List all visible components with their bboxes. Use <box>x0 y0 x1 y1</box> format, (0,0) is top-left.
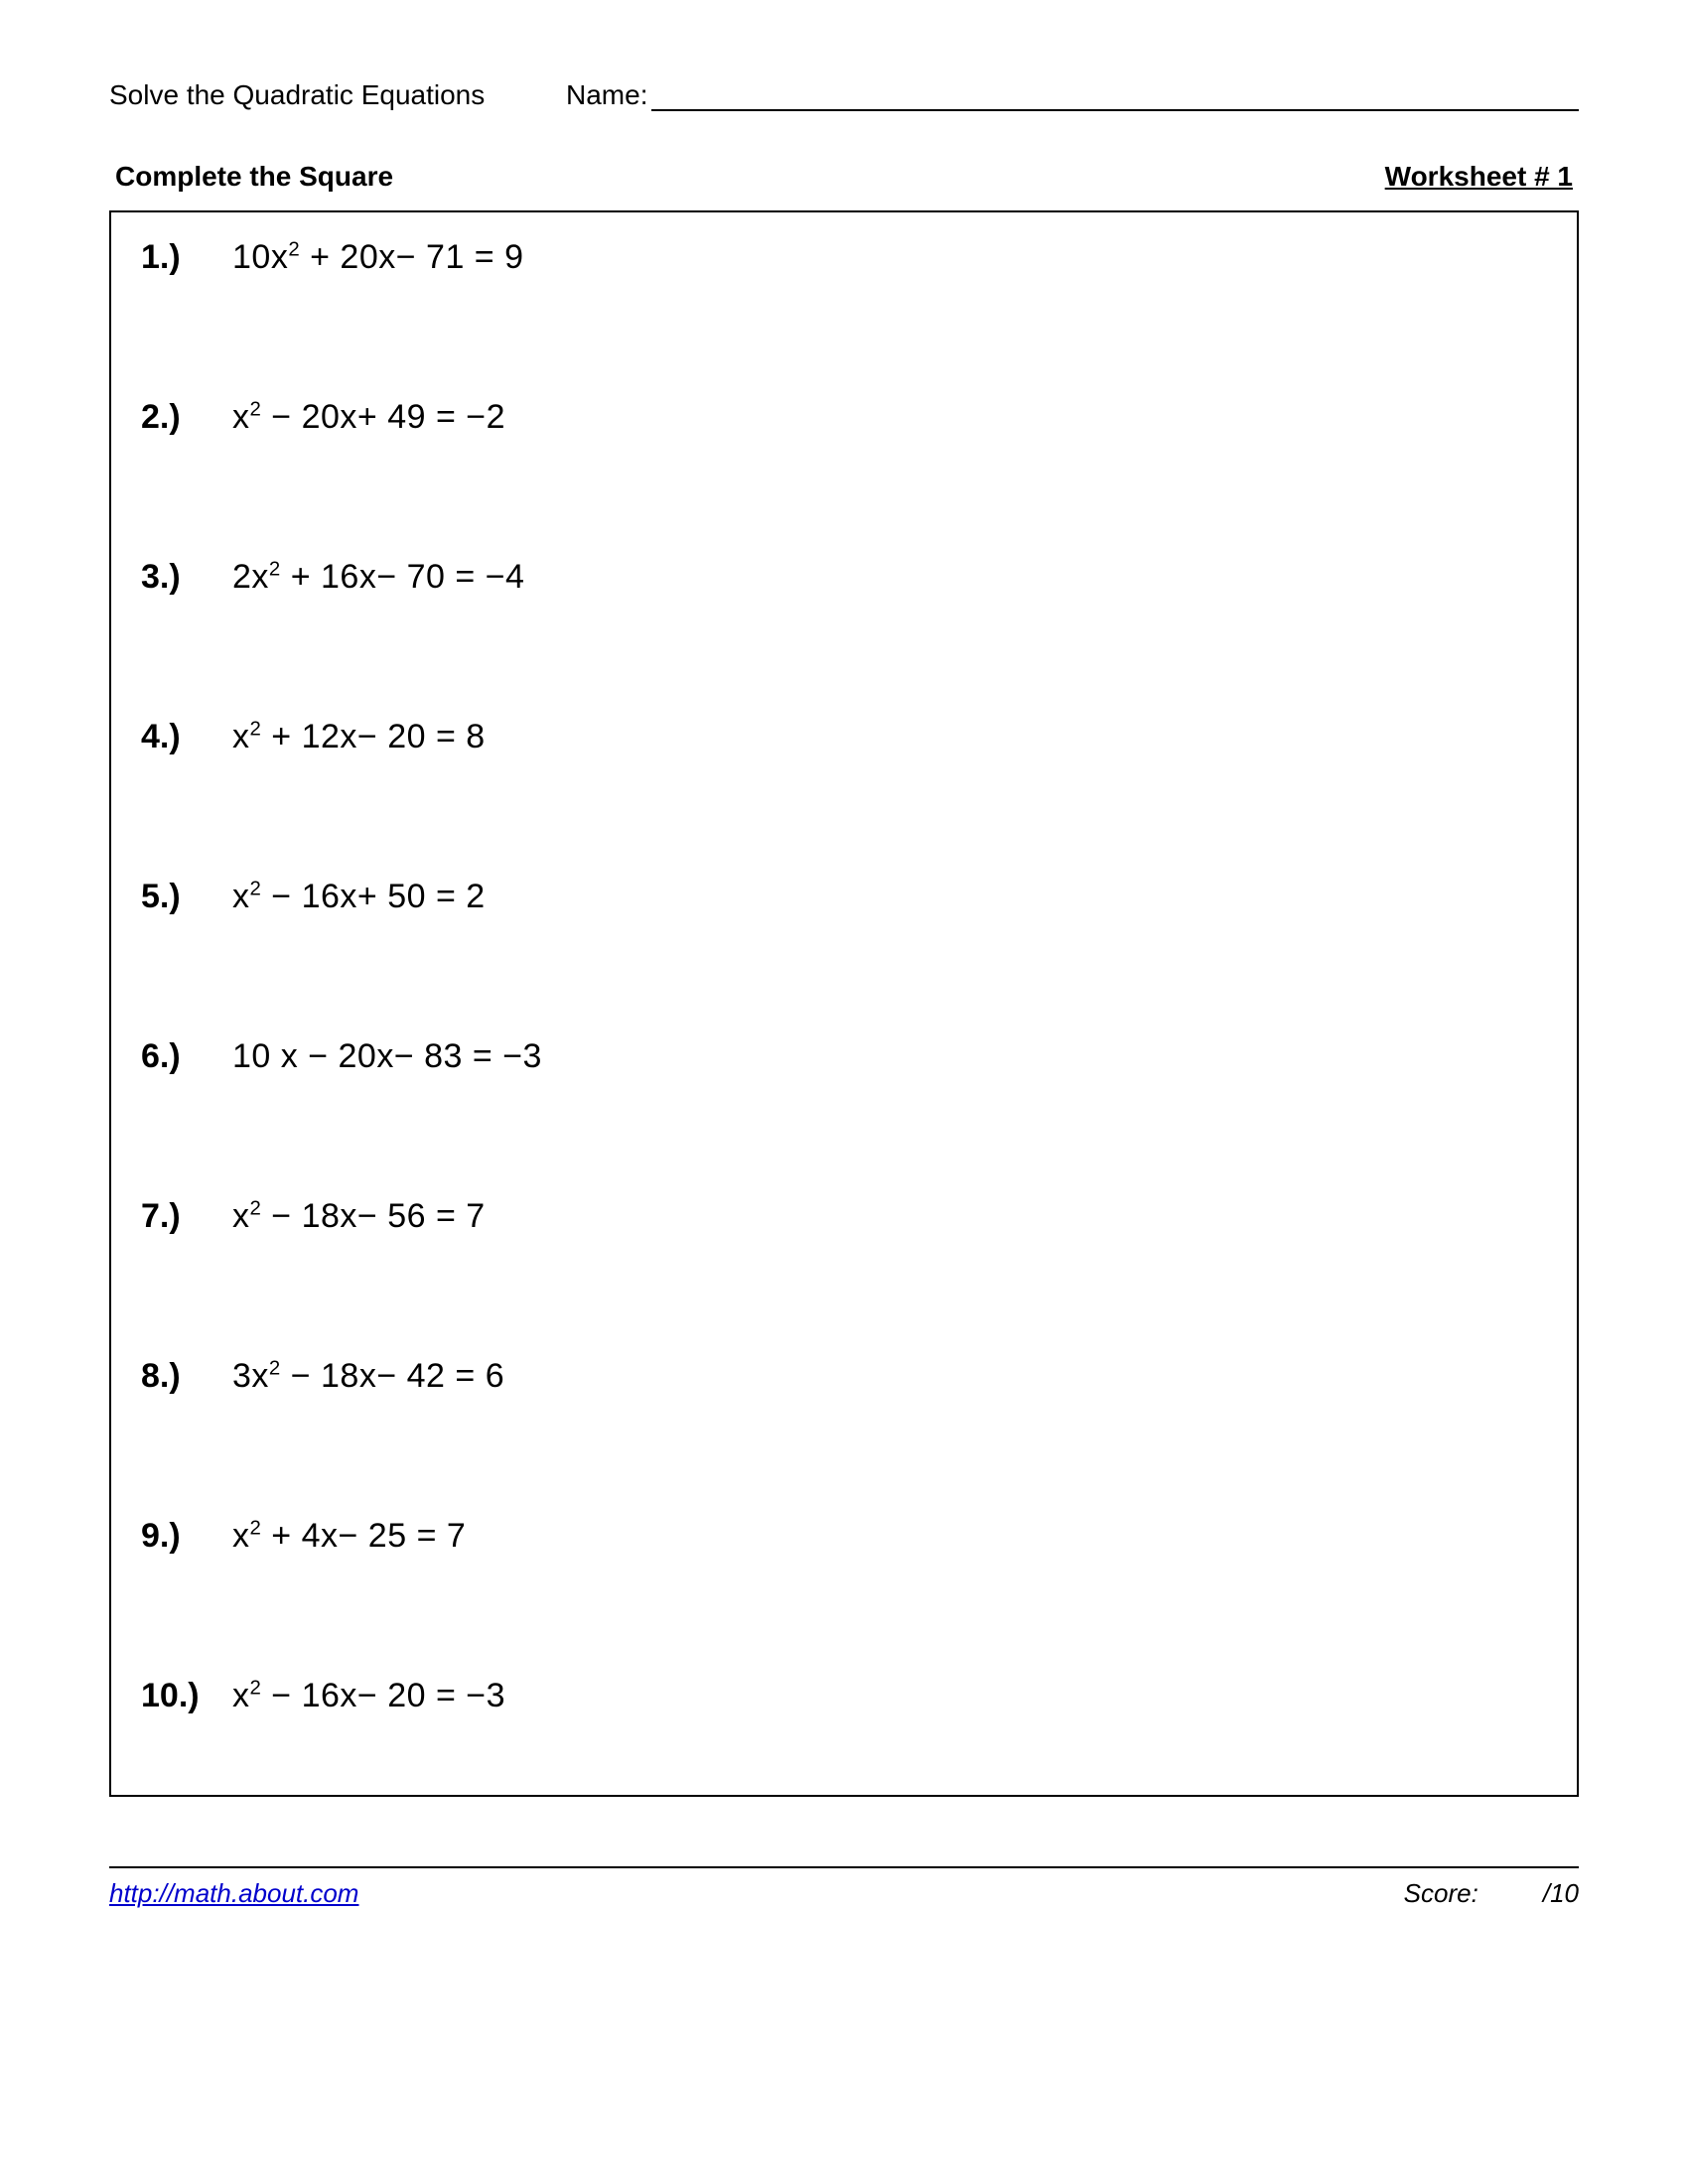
header-row: Solve the Quadratic Equations Name: <box>109 79 1579 111</box>
problem-number: 5.) <box>141 878 232 916</box>
problem-number: 2.) <box>141 398 232 437</box>
problem-box: 1.)10x2 + 20x− 71 = 9 2.)x2 − 20x+ 49 = −… <box>109 210 1579 1797</box>
problem-number: 1.) <box>141 238 232 277</box>
problem-row: 9.)x2 + 4x− 25 = 7 <box>141 1517 1547 1556</box>
problem-number: 3.) <box>141 558 232 597</box>
name-label: Name: <box>566 79 647 111</box>
source-url-link[interactable]: http://math.about.com <box>109 1878 358 1909</box>
problem-equation: x2 − 18x− 56 = 7 <box>232 1197 486 1236</box>
problem-equation: x2 + 4x− 25 = 7 <box>232 1517 466 1556</box>
name-blank-line[interactable] <box>651 83 1579 111</box>
problem-equation: 10x2 + 20x− 71 = 9 <box>232 238 524 277</box>
problem-row: 3.)2x2 + 16x− 70 = −4 <box>141 558 1547 597</box>
score-area: Score: /10 <box>1404 1878 1579 1909</box>
problem-number: 10.) <box>141 1677 232 1715</box>
problem-equation: 3x2 − 18x− 42 = 6 <box>232 1357 504 1396</box>
problem-row: 4.)x2 + 12x− 20 = 8 <box>141 718 1547 756</box>
page-title: Solve the Quadratic Equations <box>109 79 566 111</box>
problem-row: 8.)3x2 − 18x− 42 = 6 <box>141 1357 1547 1396</box>
problem-row: 7.)x2 − 18x− 56 = 7 <box>141 1197 1547 1236</box>
problem-number: 9.) <box>141 1517 232 1556</box>
problem-row: 6.)10 x − 20x− 83 = −3 <box>141 1037 1547 1076</box>
problem-equation: x2 − 16x− 20 = −3 <box>232 1677 505 1715</box>
problem-number: 8.) <box>141 1357 232 1396</box>
problem-equation: x2 − 16x+ 50 = 2 <box>232 878 486 916</box>
footer-row: http://math.about.com Score: /10 <box>109 1878 1579 1909</box>
footer-divider <box>109 1866 1579 1868</box>
score-total: /10 <box>1543 1878 1579 1908</box>
subheader-row: Complete the Square Worksheet # 1 <box>109 161 1579 193</box>
problem-equation: x2 + 12x− 20 = 8 <box>232 718 486 756</box>
problem-number: 4.) <box>141 718 232 756</box>
score-label: Score: <box>1404 1878 1478 1908</box>
problem-equation: 2x2 + 16x− 70 = −4 <box>232 558 524 597</box>
problem-equation: 10 x − 20x− 83 = −3 <box>232 1037 542 1076</box>
problem-row: 1.)10x2 + 20x− 71 = 9 <box>141 238 1547 277</box>
problem-equation: x2 − 20x+ 49 = −2 <box>232 398 505 437</box>
problem-number: 6.) <box>141 1037 232 1076</box>
worksheet-number: Worksheet # 1 <box>1385 161 1573 193</box>
problem-row: 10.)x2 − 16x− 20 = −3 <box>141 1677 1547 1715</box>
problem-number: 7.) <box>141 1197 232 1236</box>
problem-row: 2.)x2 − 20x+ 49 = −2 <box>141 398 1547 437</box>
problem-row: 5.)x2 − 16x+ 50 = 2 <box>141 878 1547 916</box>
instruction-text: Complete the Square <box>115 161 393 193</box>
